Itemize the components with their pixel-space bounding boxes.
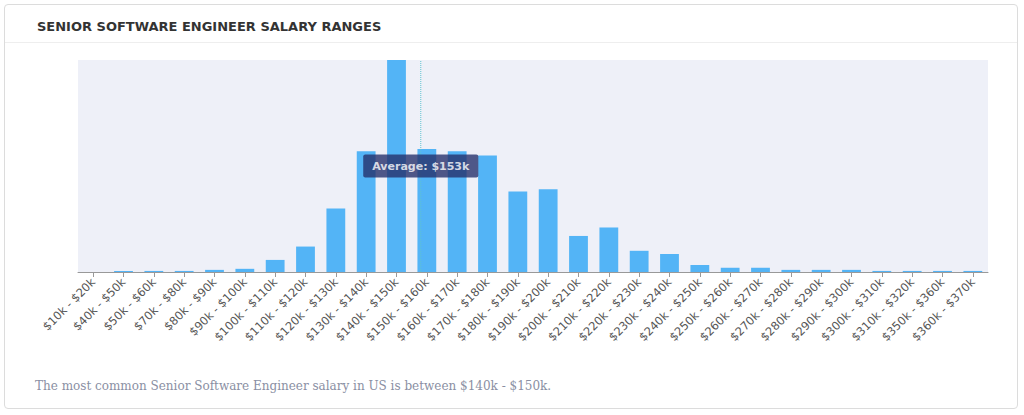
- svg-text:$50k - $60k: $50k - $60k: [100, 275, 159, 334]
- svg-text:$90k - $100k: $90k - $100k: [186, 275, 250, 339]
- svg-text:$40k - $50k: $40k - $50k: [70, 275, 129, 334]
- svg-text:$250k - $260k: $250k - $260k: [666, 275, 736, 344]
- svg-text:$70k - $80k: $70k - $80k: [130, 275, 190, 334]
- svg-text:$230k - $240k: $230k - $240k: [605, 275, 675, 344]
- svg-text:SENIOR SOFTWARE ENGINEER SALAR: SENIOR SOFTWARE ENGINEER SALARY RANGES: [37, 19, 381, 34]
- svg-text:$120k - $130k: $120k - $130k: [272, 275, 341, 344]
- svg-text:The most common Senior Softwar: The most common Senior Software Engineer…: [35, 379, 551, 393]
- svg-text:$260k - $270k: $260k - $270k: [696, 275, 766, 344]
- svg-text:$10k - $20k: $10k - $20k: [39, 275, 99, 334]
- svg-text:$270k - $280k: $270k - $280k: [727, 275, 796, 344]
- svg-text:$180k - $190k: $180k - $190k: [454, 275, 523, 344]
- svg-text:$310k - $320k: $310k - $320k: [848, 275, 918, 344]
- svg-text:$100k - $110k: $100k - $110k: [211, 275, 281, 344]
- svg-text:$280k - $290k: $280k - $290k: [757, 275, 827, 344]
- svg-text:$360k - $370k: $360k - $370k: [909, 275, 978, 344]
- svg-text:$300k - $310k: $300k - $310k: [818, 275, 887, 344]
- svg-text:$140k - $150k: $140k - $150k: [332, 275, 402, 344]
- svg-text:$150k - $160k: $150k - $160k: [363, 275, 432, 344]
- svg-text:$220k - $230k: $220k - $230k: [575, 275, 645, 344]
- svg-text:$190k - $200k: $190k - $200k: [484, 275, 554, 344]
- svg-text:$290k - $300k: $290k - $300k: [787, 275, 857, 344]
- svg-text:$170k - $180k: $170k - $180k: [423, 275, 493, 344]
- svg-text:$110k - $120k: $110k - $120k: [241, 275, 311, 344]
- svg-text:$130k - $140k: $130k - $140k: [302, 275, 372, 344]
- svg-text:$80k - $90k: $80k - $90k: [161, 275, 220, 334]
- svg-text:Average: $153k: Average: $153k: [372, 160, 470, 173]
- svg-text:$350k - $360k: $350k - $360k: [878, 275, 948, 344]
- svg-text:$240k - $250k: $240k - $250k: [636, 275, 705, 344]
- svg-text:$200k - $210k: $200k - $210k: [514, 275, 584, 344]
- svg-text:$160k - $170k: $160k - $170k: [393, 275, 463, 344]
- svg-text:$210k - $220k: $210k - $220k: [545, 275, 614, 344]
